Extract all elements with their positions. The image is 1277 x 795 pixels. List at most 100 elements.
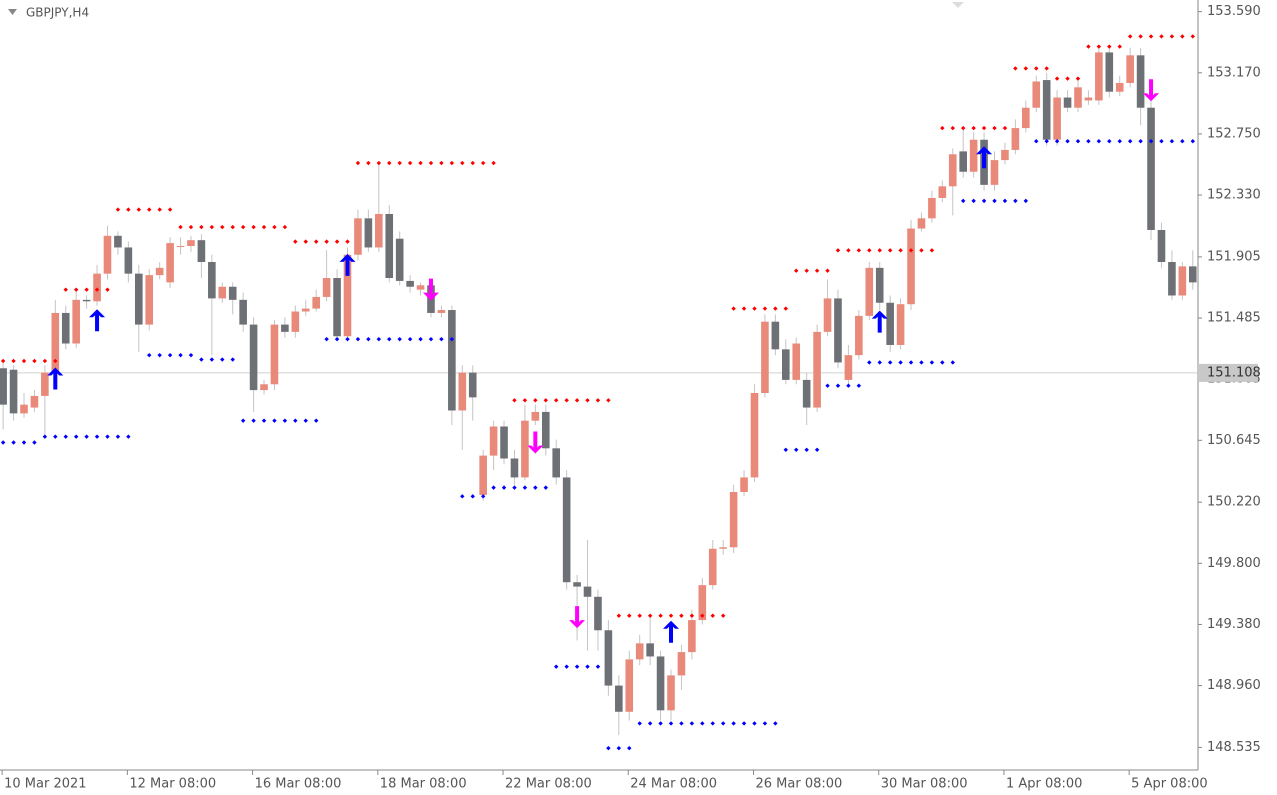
support-dot — [94, 434, 100, 439]
support-dot — [647, 721, 653, 726]
candle-body — [510, 458, 519, 478]
resistance-dot — [334, 239, 340, 244]
resistance-dot — [147, 207, 152, 212]
resistance-dot — [439, 160, 444, 166]
resistance-dot — [1138, 34, 1143, 39]
candle-body — [740, 477, 748, 492]
candle-body — [834, 298, 842, 363]
resistance-dot — [919, 248, 924, 253]
candle-body — [176, 245, 185, 247]
support-dot — [887, 360, 893, 365]
resistance-dot — [449, 160, 455, 166]
resistance-dot — [679, 613, 684, 618]
resistance-dot — [397, 160, 402, 166]
candle-body — [677, 652, 686, 676]
x-tick-label: 26 Mar 08:00 — [755, 777, 842, 792]
support-dot — [418, 336, 423, 342]
resistance-dot — [63, 287, 68, 292]
resistance-dot — [1075, 76, 1081, 81]
candle-body — [781, 349, 790, 380]
y-tick-label: 148.535 — [1207, 740, 1261, 755]
candle-body — [114, 235, 122, 248]
support-dot — [73, 434, 79, 439]
candle-body — [1147, 107, 1155, 230]
candle-body — [928, 197, 936, 219]
support-dot — [230, 357, 235, 362]
resistance-dot — [407, 160, 413, 166]
candle-body — [228, 286, 237, 300]
support-dot — [1127, 138, 1133, 144]
resistance-dot — [73, 287, 79, 292]
candle-body — [1011, 128, 1020, 150]
support-dot — [366, 336, 371, 342]
resistance-dot — [11, 358, 16, 364]
support-dot — [1023, 198, 1029, 204]
candle-body — [155, 267, 164, 276]
candle-body — [437, 310, 446, 313]
y-tick-label: 150.220 — [1207, 495, 1261, 510]
support-dot — [877, 360, 882, 365]
support-dot — [199, 357, 204, 362]
support-dot — [324, 336, 329, 342]
support-dot — [1065, 138, 1070, 144]
support-dot — [720, 721, 726, 726]
candle-body — [1074, 87, 1082, 108]
candle-body — [479, 455, 487, 495]
resistance-dot — [94, 287, 100, 292]
menu-triangle[interactable] — [8, 9, 17, 15]
candle-body — [468, 372, 477, 398]
resistance-dot — [84, 287, 89, 292]
support-dot — [731, 721, 736, 726]
resistance-dot — [1127, 34, 1133, 39]
candle-body — [30, 395, 39, 408]
resistance-dot — [574, 398, 580, 403]
candle-body — [1136, 55, 1145, 108]
resistance-dot — [251, 224, 256, 230]
scroll-marker — [952, 2, 964, 8]
support-dot — [501, 485, 507, 490]
resistance-dot — [1180, 34, 1185, 39]
candle-body — [1042, 80, 1051, 140]
support-dot — [752, 721, 757, 726]
support-dot — [1169, 138, 1175, 144]
resistance-dot — [950, 125, 955, 131]
sell-arrow — [1143, 79, 1160, 102]
resistance-dot — [460, 160, 465, 166]
support-dot — [147, 352, 152, 358]
resistance-dot — [1013, 66, 1018, 71]
y-tick-label: 152.750 — [1207, 126, 1261, 141]
candle-body — [917, 218, 926, 229]
y-tick-label: 153.170 — [1207, 65, 1261, 80]
y-tick-label: 152.330 — [1207, 188, 1261, 203]
resistance-dot — [606, 398, 611, 403]
support-dot — [303, 418, 308, 423]
resistance-dot — [887, 248, 893, 253]
resistance-dot — [554, 398, 559, 403]
candle-body — [719, 547, 727, 549]
support-dot — [637, 721, 642, 726]
support-dot — [543, 485, 548, 490]
candle-body — [886, 302, 894, 345]
candle-body — [343, 254, 352, 337]
y-tick-label: 153.590 — [1207, 4, 1261, 19]
support-dot — [804, 447, 809, 452]
support-dot — [1180, 138, 1185, 144]
candle-body — [1157, 229, 1166, 263]
candle-body — [239, 299, 247, 325]
candle-body — [134, 273, 143, 325]
resistance-dot — [418, 160, 423, 166]
resistance-dot — [491, 160, 496, 166]
resistance-dot — [105, 287, 110, 292]
x-tick-label: 5 Apr 08:00 — [1131, 777, 1208, 792]
candle-body — [615, 685, 623, 712]
support-dot — [1075, 138, 1081, 144]
resistance-dot — [136, 207, 141, 212]
resistance-dot — [595, 398, 601, 403]
candle-body — [1188, 266, 1197, 283]
buy-arrow — [89, 309, 106, 332]
support-dot — [1096, 138, 1102, 144]
candle-body — [375, 213, 383, 248]
resistance-dot — [32, 358, 37, 364]
